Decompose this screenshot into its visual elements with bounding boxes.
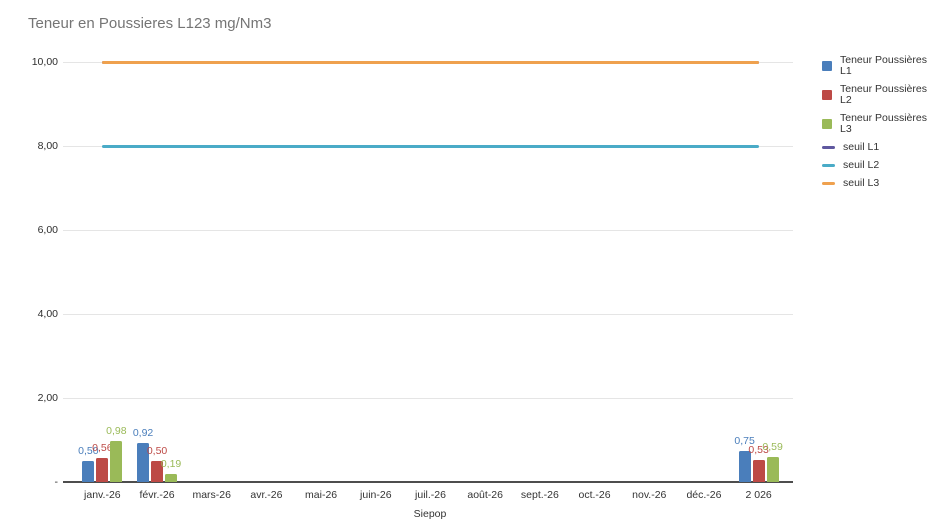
bar-teneur-poussieres-l1-janv-26[interactable]	[82, 461, 95, 482]
bar-value-label: 0,92	[132, 427, 154, 440]
y-axis-tick-label: 8,00	[37, 140, 58, 152]
x-axis-tick-label: oct.-26	[578, 489, 611, 501]
legend-item-seuil-l1[interactable]: seuil L1	[822, 142, 940, 153]
bar-value-label: 0,50	[146, 445, 168, 457]
y-axis-tick-label: 2,00	[37, 392, 58, 404]
grid-line	[63, 397, 793, 399]
x-axis-title: Siepop	[413, 508, 447, 520]
x-axis-tick-label: 2 026	[745, 489, 772, 501]
legend-label: seuil L3	[843, 177, 880, 189]
bar-value-label: 0,19	[160, 458, 182, 471]
grid-line	[63, 313, 793, 315]
bar-value-label: 0,53	[748, 443, 769, 456]
legend-swatch-line	[822, 164, 835, 167]
bar-value-label: 0,75	[734, 434, 755, 447]
x-axis-tick-label: déc.-26	[686, 489, 722, 501]
y-axis-tick-label: -	[54, 476, 59, 488]
y-axis-tick-label: 4,00	[37, 308, 58, 320]
legend-label: Teneur Poussières L1	[840, 54, 927, 77]
x-axis-tick-label: mars-26	[192, 489, 231, 501]
bar-teneur-poussieres-l1-2-026[interactable]	[738, 450, 751, 482]
x-axis-tick-label: juil.-26	[415, 489, 446, 501]
legend: Teneur Poussières L1 Teneur Poussières L2…	[822, 55, 940, 189]
threshold-line-seuil-l2[interactable]	[102, 144, 759, 148]
legend-swatch-square	[822, 61, 832, 71]
x-axis-tick-label: janv.-26	[84, 489, 121, 501]
x-axis-tick-label: août-26	[467, 489, 503, 501]
legend-item-teneur-poussieres-l2[interactable]: Teneur Poussières L2	[822, 84, 940, 106]
bar-teneur-poussieres-l1-fevr-26[interactable]	[137, 443, 150, 482]
legend-swatch-square	[822, 90, 832, 100]
y-axis-tick-label: 6,00	[37, 224, 58, 236]
threshold-line-seuil-l3[interactable]	[102, 60, 759, 64]
legend-label: Teneur Poussières L3	[840, 112, 927, 135]
chart-title: Teneur en Poussieres L123 mg/Nm3	[28, 15, 272, 32]
y-axis-tick-label: 10,00	[31, 56, 58, 68]
x-axis-tick-label: sept.-26	[520, 489, 559, 501]
grid-line	[63, 229, 793, 231]
legend-label: seuil L1	[843, 141, 880, 153]
bar-value-label: 0,50	[78, 445, 99, 457]
legend-item-teneur-poussieres-l1[interactable]: Teneur Poussières L1	[822, 55, 940, 77]
bar-teneur-poussieres-l2-2-026[interactable]	[752, 459, 765, 482]
x-axis-tick-label: févr.-26	[139, 489, 175, 501]
bar-teneur-poussieres-l3-janv-26[interactable]	[110, 440, 123, 482]
bar-value-label: 0,59	[762, 441, 783, 454]
x-axis-tick-label: mai-26	[305, 489, 338, 501]
legend-swatch-square	[822, 119, 832, 129]
legend-item-seuil-l2[interactable]: seuil L2	[822, 160, 940, 171]
x-axis-tick-label: avr.-26	[250, 489, 283, 501]
legend-swatch-line	[822, 182, 835, 185]
bar-teneur-poussieres-l3-2-026[interactable]	[766, 457, 779, 482]
legend-item-seuil-l3[interactable]: seuil L3	[822, 178, 940, 189]
legend-item-teneur-poussieres-l3[interactable]: Teneur Poussières L3	[822, 113, 940, 135]
bar-value-label: 0,98	[106, 424, 127, 437]
bar-value-label: 0,56	[92, 442, 113, 455]
bar-teneur-poussieres-l2-janv-26[interactable]	[96, 458, 109, 482]
x-axis-tick-label: nov.-26	[632, 489, 667, 501]
x-axis-tick-label: juin-26	[360, 489, 392, 501]
legend-label: Teneur Poussières L2	[840, 83, 927, 106]
bar-teneur-poussieres-l3-fevr-26[interactable]	[165, 474, 178, 482]
x-axis-line	[63, 481, 793, 483]
bar-teneur-poussieres-l2-fevr-26[interactable]	[151, 461, 164, 482]
legend-swatch-line	[822, 146, 835, 149]
legend-label: seuil L2	[843, 159, 880, 171]
